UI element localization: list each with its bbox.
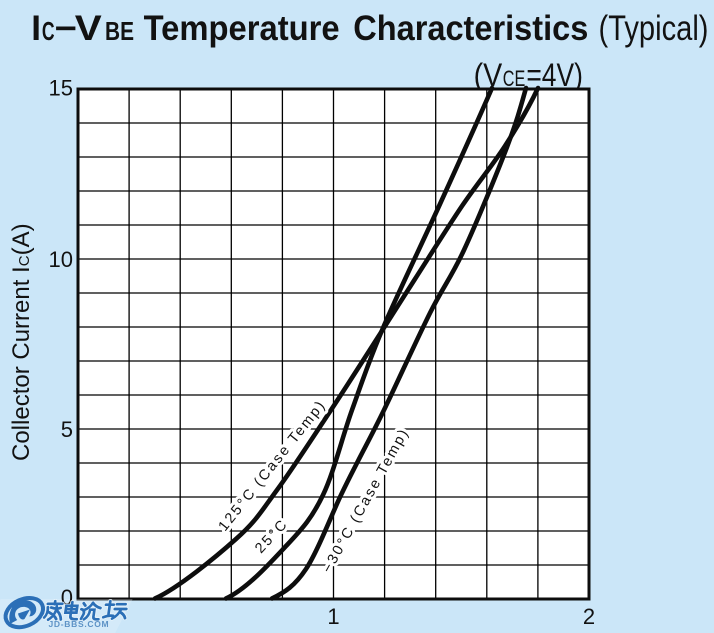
svg-text:(V: (V: [474, 57, 503, 93]
svg-text:C: C: [42, 18, 55, 46]
svg-text:(Typical): (Typical): [599, 9, 709, 48]
svg-text:1: 1: [327, 604, 339, 629]
svg-text:BE: BE: [105, 18, 134, 46]
svg-text:2: 2: [583, 604, 595, 629]
svg-text:15: 15: [49, 75, 73, 100]
svg-text:=4V): =4V): [526, 57, 583, 93]
svg-text:JD-BBS.COM: JD-BBS.COM: [49, 619, 110, 629]
svg-text:Characteristics: Characteristics: [353, 9, 588, 48]
svg-text:I: I: [31, 9, 41, 48]
svg-text:CE: CE: [503, 66, 526, 91]
svg-text:Collector Current IC(A): Collector Current IC(A): [8, 223, 35, 461]
svg-text:Temperature: Temperature: [144, 9, 340, 48]
svg-text:V: V: [75, 9, 103, 48]
svg-text:5: 5: [61, 417, 73, 442]
svg-text:10: 10: [49, 247, 73, 272]
